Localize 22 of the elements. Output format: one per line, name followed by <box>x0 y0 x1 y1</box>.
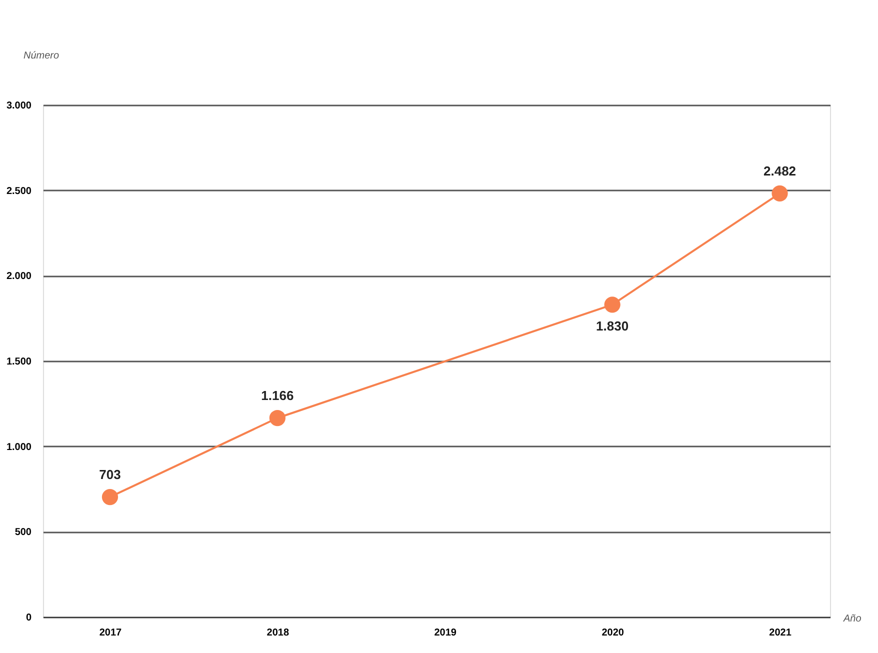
x-tick-label: 2021 <box>769 628 792 638</box>
point <box>604 296 620 313</box>
x-tick-label: 2018 <box>266 628 290 638</box>
y-tick-label: 2.000 <box>6 271 32 282</box>
point <box>102 488 118 506</box>
x-tick-label: 2020 <box>602 628 624 638</box>
y-tick-label: 1.500 <box>6 356 32 368</box>
y-tick-label: 0 <box>26 612 32 624</box>
data-label: 703 <box>99 467 121 482</box>
data-label: 2.482 <box>763 163 796 178</box>
y-tick-label: 3.000 <box>6 100 32 112</box>
x-tick-label: 2019 <box>434 628 457 638</box>
y-axis-title: Número <box>24 50 60 62</box>
data-label: 1.830 <box>596 318 629 334</box>
y-tick-label: 2.500 <box>6 186 32 197</box>
x-axis-title: Año <box>842 614 862 624</box>
y-tick-label: 1.000 <box>6 442 32 453</box>
point <box>269 410 286 426</box>
x-tick-label: 2017 <box>99 628 122 638</box>
data-label: 1.166 <box>261 388 294 404</box>
y-tick-label: 500 <box>14 527 32 538</box>
point <box>772 185 788 202</box>
